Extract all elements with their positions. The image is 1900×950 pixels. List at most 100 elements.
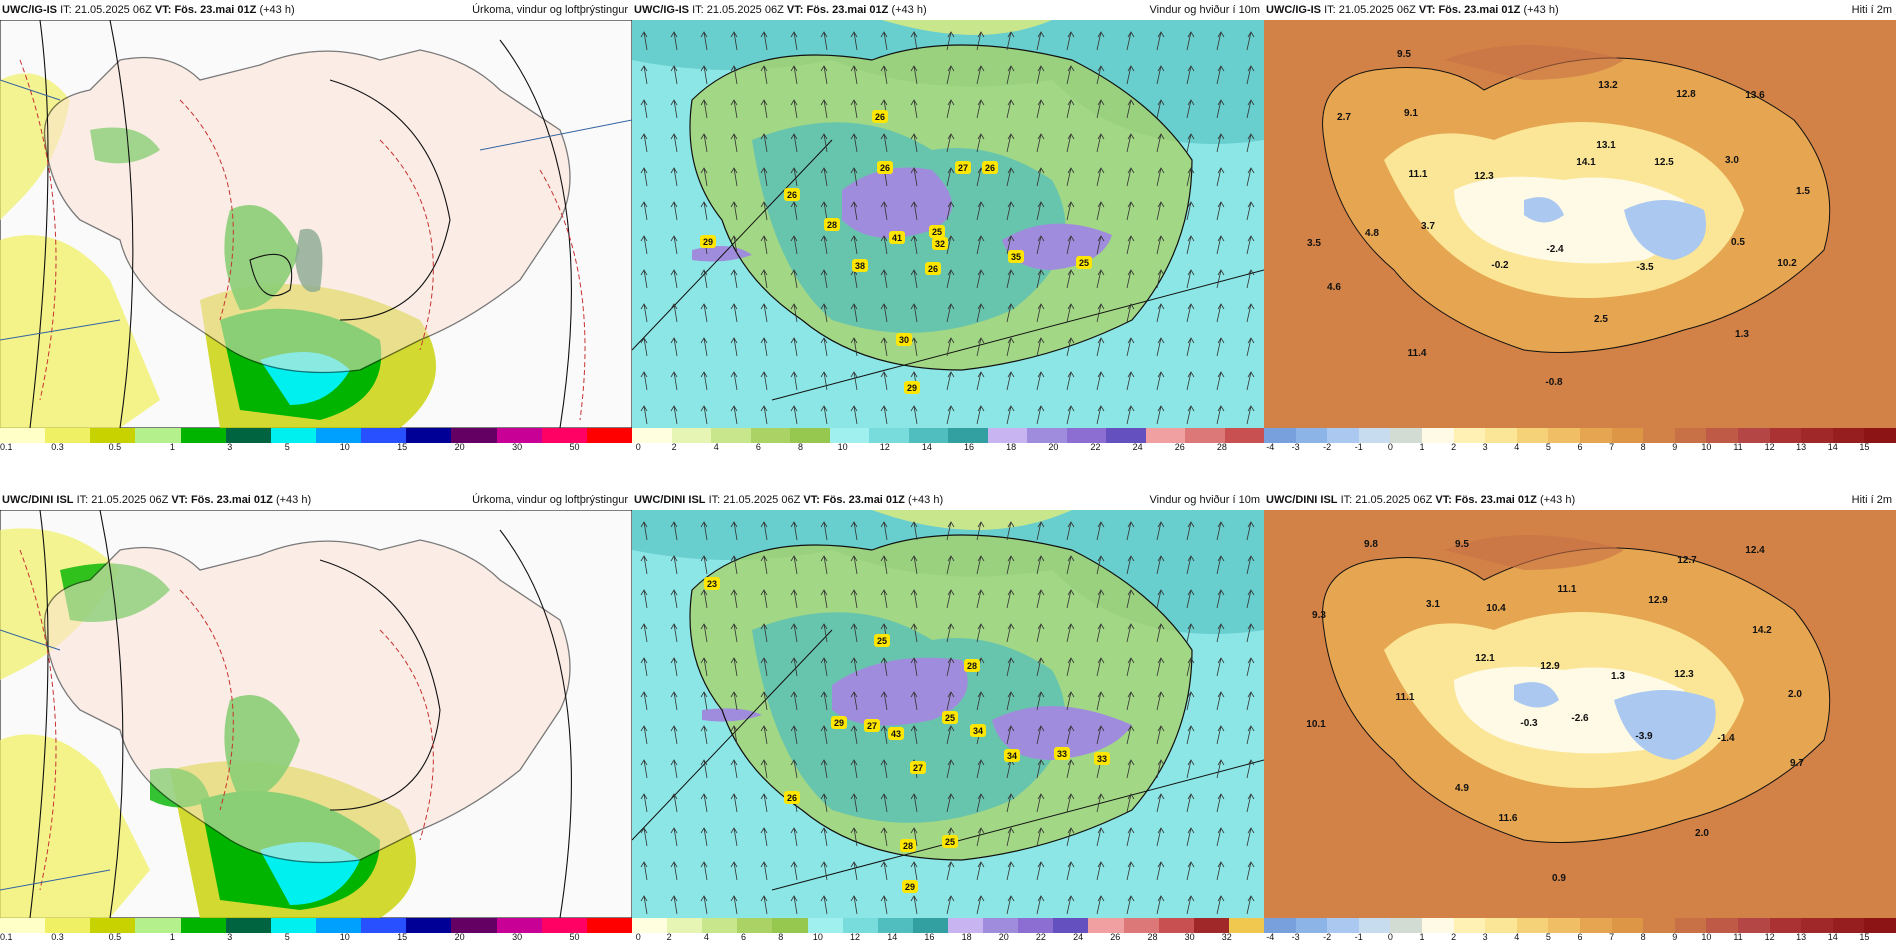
wind-arrow	[1096, 827, 1105, 847]
wind-arrow	[1096, 269, 1105, 289]
colorbar-swatch	[225, 918, 271, 933]
panel-header: UWC/IG-IS IT: 21.05.2025 06Z VT: Fös. 23…	[1264, 0, 1896, 20]
wind-arrow	[790, 405, 798, 425]
colorbar-swatch	[983, 918, 1019, 933]
wind-arrow	[1126, 269, 1135, 289]
wind-arrow	[670, 65, 678, 85]
wind-arrow	[1246, 793, 1255, 813]
wind-arrow	[1066, 405, 1075, 425]
wind-arrow	[1156, 861, 1165, 881]
colorbar-swatch	[1421, 918, 1454, 933]
wind-arrow	[910, 269, 918, 289]
wind-arrow	[1156, 201, 1165, 221]
colorbar-tick-label: 0	[635, 932, 641, 942]
wind-arrow	[1246, 657, 1255, 677]
colorbar-swatch	[1611, 918, 1644, 933]
init-time: 21.05.2025 06Z	[1338, 4, 1416, 16]
wind-arrow	[1066, 167, 1075, 187]
wind-arrow	[1066, 371, 1075, 391]
model-name: UWC/IG-IS	[634, 4, 689, 16]
gust-label: 25	[1076, 256, 1092, 269]
colorbar-swatch	[586, 918, 632, 933]
colorbar-tick-label: 26	[1110, 932, 1121, 942]
colorbar-swatch	[1224, 428, 1264, 443]
wind-arrow	[1036, 269, 1045, 289]
wind-arrow	[820, 65, 828, 85]
wind-arrow	[670, 827, 678, 847]
colorbar-swatch	[772, 918, 808, 933]
wind-arrow	[880, 337, 888, 357]
wind-arrow	[880, 555, 888, 575]
wind-arrow	[946, 99, 955, 119]
temperature-value: -0.2	[1491, 260, 1509, 271]
wind-arrow	[820, 793, 828, 813]
wind-arrow	[790, 521, 798, 541]
wind-arrow	[790, 759, 798, 779]
it-label: IT:	[1324, 4, 1336, 16]
wind-arrow	[1006, 521, 1015, 541]
wind-arrow	[910, 623, 918, 643]
wind-arrow	[850, 337, 858, 357]
wind-arrow	[640, 793, 648, 813]
colorbar-swatch	[1295, 918, 1328, 933]
wind-arrow	[1126, 303, 1135, 323]
colorbar-swatch	[1123, 918, 1159, 933]
wind-arrow	[1186, 303, 1195, 323]
wind-arrow	[1096, 235, 1105, 255]
wind-arrow	[976, 793, 985, 813]
wind-arrow	[1006, 269, 1015, 289]
wind-arrow	[946, 725, 955, 745]
svg-text:30: 30	[899, 335, 909, 345]
wind-arrow	[760, 167, 768, 187]
colorbar-swatch	[315, 428, 362, 443]
colorbar-tick-label: 50	[569, 932, 580, 942]
wind-arrow	[760, 861, 768, 881]
wind-arrow	[880, 303, 888, 323]
wind-arrow	[670, 371, 678, 391]
colorbar-tick-label: 14	[1827, 442, 1838, 452]
colorbar-tick-label: 30	[1184, 932, 1195, 942]
wind-arrow	[1216, 623, 1225, 643]
wind-arrow	[946, 201, 955, 221]
wind-arrow	[790, 133, 798, 153]
wind-arrow	[946, 235, 955, 255]
gust-label: 35	[1008, 250, 1024, 263]
wind-arrow	[1066, 657, 1075, 677]
wind-arrow	[1216, 759, 1225, 779]
wind-arrow	[1156, 235, 1165, 255]
panel-title: Vindur og hviður í 10m	[1149, 494, 1260, 506]
panel-header: UWC/DINI ISL IT: 21.05.2025 06Z VT: Fös.…	[632, 490, 1264, 510]
wind-arrow	[700, 759, 708, 779]
wind-arrow	[910, 861, 918, 881]
colorbar-swatch	[877, 918, 913, 933]
wind-arrow	[1156, 895, 1165, 915]
wind-arrow	[910, 303, 918, 323]
colorbar-tick-label: 24	[1132, 442, 1143, 452]
wind-arrow	[1246, 589, 1255, 609]
wind-arrow	[1186, 167, 1195, 187]
gust-label: 26	[925, 262, 941, 275]
wind-arrow	[1186, 99, 1195, 119]
colorbar-swatch	[790, 428, 830, 443]
valid-time: Fös. 23.mai 01Z	[1438, 4, 1521, 16]
wind-arrow	[730, 303, 738, 323]
colorbar-tick-label: 15	[397, 442, 408, 452]
wind-arrow	[820, 133, 828, 153]
wind-arrow	[1126, 99, 1135, 119]
colorbar-swatch	[702, 918, 738, 933]
wind-arrow	[1036, 521, 1045, 541]
wind-arrow	[1246, 65, 1255, 85]
colorbar-swatch	[1579, 428, 1612, 443]
wind-arrow	[1186, 371, 1195, 391]
colorbar-tick-label: -2	[1323, 442, 1332, 452]
wind-arrow	[700, 657, 708, 677]
wind-arrow	[790, 589, 798, 609]
colorbar-tick-label: 4	[713, 442, 719, 452]
wind-arrow	[1126, 793, 1135, 813]
colorbar-swatch	[1088, 918, 1124, 933]
colorbar-tick-label: 2	[666, 932, 672, 942]
wind-arrow	[760, 303, 768, 323]
wind-arrow	[880, 269, 888, 289]
wind-arrow	[760, 657, 768, 677]
colorbar-tick-label: 14	[1827, 932, 1838, 942]
